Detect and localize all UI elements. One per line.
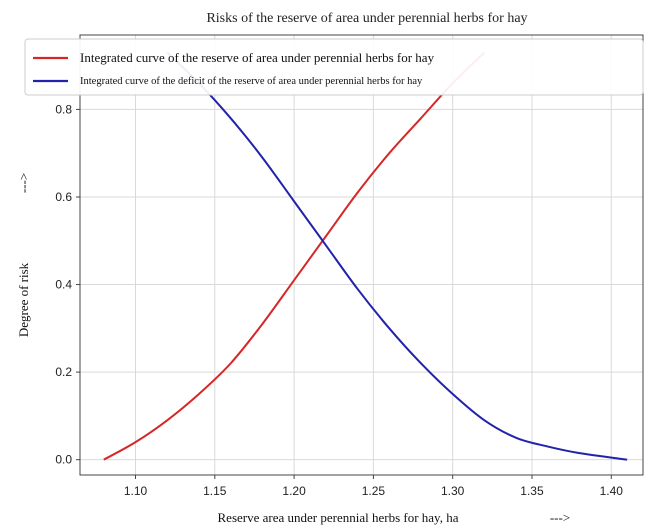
x-axis-ticks: 1.10 1.15 1.20 1.25 1.30 1.35 1.40 xyxy=(124,475,623,498)
series-line-reserve xyxy=(103,51,486,461)
plot-frame xyxy=(79,34,644,476)
x-tick-label: 1.40 xyxy=(600,484,624,498)
y-tick-label: 0.0 xyxy=(55,453,72,467)
y-tick-label: 0.2 xyxy=(55,365,72,379)
x-axis-arrow: ---> xyxy=(550,510,570,525)
x-tick-label: 1.25 xyxy=(362,484,386,498)
y-tick-label: 0.6 xyxy=(55,190,72,204)
y-axis-arrow: ---> xyxy=(16,173,31,193)
x-tick-label: 1.30 xyxy=(441,484,465,498)
x-tick-label: 1.35 xyxy=(520,484,544,498)
y-axis-ticks: 0.0 0.2 0.4 0.6 0.8 xyxy=(55,102,80,467)
legend: Integrated curve of the reserve of area … xyxy=(24,38,644,96)
series-line-deficit xyxy=(166,51,628,461)
grid-lines xyxy=(80,35,643,475)
x-tick-label: 1.10 xyxy=(124,484,148,498)
chart-title: Risks of the reserve of area under peren… xyxy=(206,11,527,26)
y-tick-label: 0.8 xyxy=(55,102,72,116)
legend-box xyxy=(24,38,644,96)
plot-area xyxy=(80,35,643,475)
series-layer xyxy=(103,51,628,461)
y-axis-label: Degree of risk xyxy=(16,262,31,337)
x-tick-label: 1.20 xyxy=(282,484,306,498)
y-tick-label: 0.4 xyxy=(55,278,72,292)
x-axis-label: Reserve area under perennial herbs for h… xyxy=(218,510,459,525)
legend-label-reserve: Integrated curve of the reserve of area … xyxy=(80,50,435,65)
x-tick-label: 1.15 xyxy=(203,484,227,498)
legend-label-deficit: Integrated curve of the deficit of the r… xyxy=(80,76,423,87)
